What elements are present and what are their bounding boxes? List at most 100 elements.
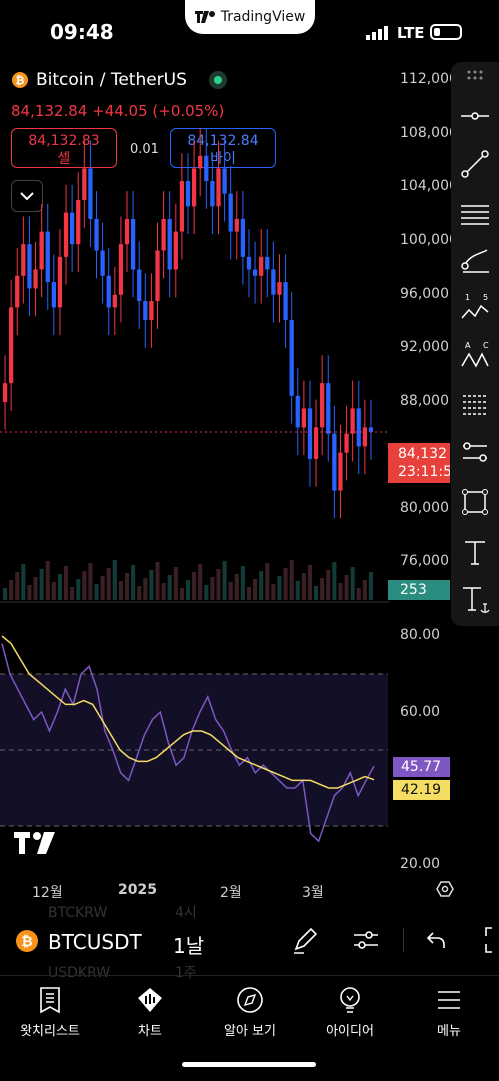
volume-tag: 253 <box>388 580 450 600</box>
pen-icon[interactable] <box>290 925 320 955</box>
nav-label: 메뉴 <box>437 1024 461 1039</box>
home-indicator <box>182 1062 316 1067</box>
toolbar-grip-icon[interactable] <box>459 68 491 82</box>
volume-bar <box>234 574 239 600</box>
volume-bar <box>94 584 99 600</box>
volume-bar <box>149 570 154 600</box>
rsi-ma-value-tag: 42.19 <box>393 780 450 800</box>
volume-bar <box>356 588 361 600</box>
price-chart[interactable] <box>0 0 499 910</box>
menu-icon <box>438 991 460 1009</box>
buy-button[interactable]: 84,132.84 바이 <box>170 128 276 168</box>
candle-body <box>118 244 124 295</box>
status-time: 09:48 <box>50 20 114 44</box>
price-change-line: 84,132.84 +44.05 (+0.05%) <box>11 102 224 120</box>
sell-price: 84,132.83 <box>28 133 100 149</box>
nav-menu[interactable]: 메뉴 <box>399 986 499 1039</box>
candle-body <box>161 218 166 251</box>
volume-bar <box>167 575 172 600</box>
candle-body <box>338 452 343 491</box>
rectangle-icon[interactable] <box>459 486 491 518</box>
volume-bar <box>240 566 245 600</box>
volume-bar <box>271 584 276 600</box>
candle-body <box>9 307 14 384</box>
fullscreen-icon[interactable] <box>480 926 499 954</box>
undo-icon[interactable] <box>425 930 447 950</box>
tradingview-watermark-icon <box>14 832 55 854</box>
buy-label: 바이 <box>210 151 236 167</box>
nav-label: 아이디어 <box>326 1024 374 1039</box>
rsi-axis-label: 80.00 <box>400 627 441 643</box>
nav-label: 왓치리스트 <box>20 1024 80 1039</box>
watchlist-icon <box>40 987 60 1014</box>
candle-body <box>252 269 258 276</box>
collapse-button[interactable] <box>11 180 43 212</box>
path-icon[interactable] <box>459 244 491 276</box>
volume-bar <box>222 561 227 600</box>
volume-bar <box>253 579 258 600</box>
nav-watchlist[interactable]: 왓치리스트 <box>0 986 100 1039</box>
volume-bar <box>192 572 197 600</box>
parallel-lines-icon[interactable] <box>459 198 491 230</box>
bitcoin-icon: ₿ <box>16 930 38 952</box>
candle-body <box>320 383 325 428</box>
time-axis-label: 2월 <box>220 885 242 901</box>
buy-price: 84,132.84 <box>187 133 259 149</box>
sell-button[interactable]: 84,132.83 셀 <box>11 128 117 168</box>
volume-bar <box>118 581 123 600</box>
rsi-axis-label: 60.00 <box>400 704 441 720</box>
nav-ideas[interactable]: 아이디어 <box>300 986 400 1039</box>
candle-body <box>283 282 288 320</box>
trend-line-icon[interactable] <box>459 148 491 180</box>
volume-bar <box>179 588 184 600</box>
time-axis-label: 2025 <box>118 882 157 898</box>
symbol-title-row[interactable]: ₿ Bitcoin / TetherUS <box>12 70 227 90</box>
nav-chart[interactable]: 차트 <box>100 986 200 1039</box>
volume-bar <box>283 568 288 600</box>
signal-icon <box>366 26 388 40</box>
candle-body <box>27 244 32 289</box>
chevron-down-icon <box>20 191 34 200</box>
volume-bar <box>350 567 355 600</box>
current-price-tag: 84,132 23:11:5 <box>388 443 450 483</box>
symbol-selector[interactable]: BTCUSDT <box>48 930 142 954</box>
volume-bar <box>320 578 325 600</box>
svg-text:5: 5 <box>483 293 488 302</box>
volume-bar <box>326 570 331 600</box>
volume-bar <box>344 575 349 600</box>
candle-body <box>63 212 69 257</box>
candle-body <box>51 282 56 308</box>
volume-bar <box>198 564 203 600</box>
range-icon[interactable] <box>459 436 491 468</box>
price-axis-label: 112,000 <box>400 71 458 87</box>
volume-bar <box>100 576 105 600</box>
market-open-icon <box>208 71 227 89</box>
candle-body <box>313 427 319 459</box>
tradingview-brand-pill[interactable]: TradingView <box>185 0 315 34</box>
candle-body <box>21 244 26 276</box>
candle-body <box>82 168 87 200</box>
settings-hexagon-icon[interactable] <box>436 880 454 898</box>
candle-body <box>265 256 270 270</box>
toolbar-divider <box>403 928 404 952</box>
fib-icon[interactable] <box>459 388 491 420</box>
horizontal-line-icon[interactable] <box>459 100 491 132</box>
interval-selector[interactable]: 1날 <box>173 934 205 958</box>
text-icon[interactable] <box>459 536 491 568</box>
current-price: 84,132 <box>398 446 447 462</box>
candle-body <box>94 218 99 251</box>
volume-bar <box>57 574 62 600</box>
indicators-icon[interactable] <box>352 928 380 952</box>
time-axis-label: 12월 <box>32 885 63 901</box>
network-label: LTE <box>397 24 425 42</box>
candle-body <box>76 200 81 245</box>
candle-body <box>198 155 203 169</box>
anchored-text-icon[interactable] <box>459 584 491 616</box>
candle-body <box>356 408 361 447</box>
candle-body <box>155 250 160 302</box>
nav-explore[interactable]: 알아 보기 <box>200 986 300 1039</box>
rsi-value-tag: 45.77 <box>393 757 450 777</box>
